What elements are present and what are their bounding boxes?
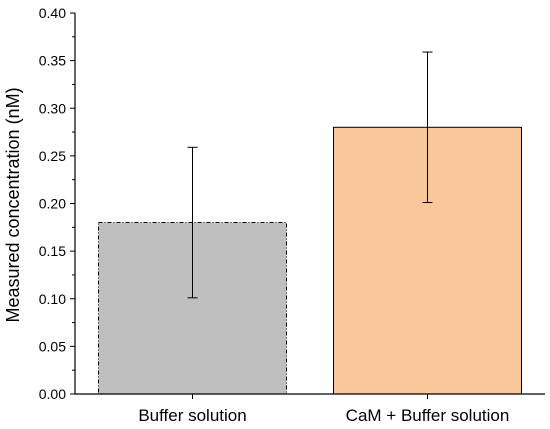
- x-category-label: CaM + Buffer solution: [346, 406, 510, 425]
- y-tick-label: 0.25: [39, 148, 66, 164]
- y-tick-label: 0.30: [39, 100, 66, 116]
- y-tick-label: 0.40: [39, 5, 66, 21]
- error-bars: [187, 51, 433, 299]
- y-tick-label: 0.20: [39, 196, 66, 212]
- x-category-label: Buffer solution: [138, 406, 246, 425]
- axes: Buffer solution CaM + Buffer solution: [74, 13, 545, 425]
- y-tick-label: 0.15: [39, 243, 66, 259]
- y-tick-label: 0.00: [39, 386, 66, 402]
- y-tick-label: 0.10: [39, 291, 66, 307]
- y-axis-ticks: 0.00 0.05 0.10 0.15 0.20 0.25 0.30 0.35 0.40: [39, 5, 75, 402]
- y-tick-label: 0.05: [39, 338, 66, 354]
- bars: [98, 126, 522, 395]
- y-axis-title: Measured concentration (nM): [3, 87, 23, 322]
- y-tick-label: 0.35: [39, 53, 66, 69]
